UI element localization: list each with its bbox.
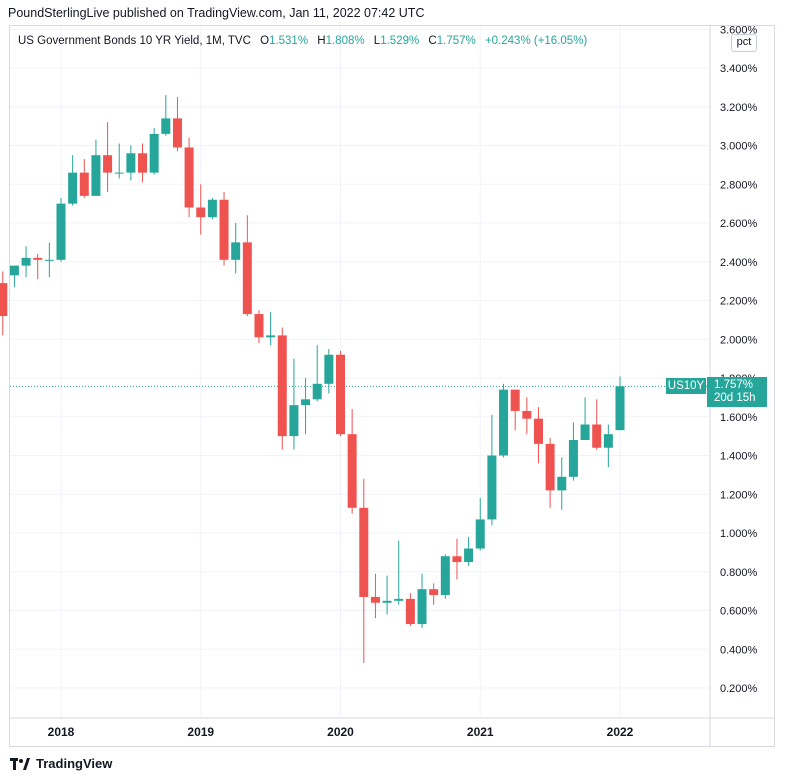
candle-body[interactable]: [545, 443, 555, 491]
candle-body[interactable]: [196, 207, 206, 218]
candle-body[interactable]: [21, 257, 31, 266]
candle-body[interactable]: [580, 424, 590, 441]
candle-body[interactable]: [79, 172, 89, 196]
candle-body[interactable]: [324, 354, 334, 384]
candle-body[interactable]: [44, 259, 54, 261]
legend-high-value: 1.808%: [325, 35, 365, 47]
y-tick-label: 0.800%: [720, 567, 758, 579]
candle-body[interactable]: [126, 153, 136, 173]
publish-line: PoundSterlingLive published on TradingVi…: [8, 6, 425, 20]
candle-body[interactable]: [114, 172, 124, 174]
last-price-value: 1.757%: [714, 379, 754, 391]
y-tick-label: 3.400%: [720, 63, 758, 75]
legend-change: +0.243% (+16.05%): [484, 35, 588, 47]
x-tick-label: 2022: [607, 725, 634, 739]
candle-body[interactable]: [359, 507, 369, 597]
y-tick-label: 1.000%: [720, 528, 758, 540]
candle-body[interactable]: [429, 589, 439, 595]
candle-body[interactable]: [417, 589, 427, 625]
y-tick-label: 1.200%: [720, 489, 758, 501]
candle-body[interactable]: [347, 434, 357, 508]
tradingview-footer[interactable]: TradingView: [10, 756, 112, 771]
candle-body[interactable]: [68, 172, 78, 204]
y-tick-label: 0.200%: [720, 683, 758, 695]
candle-body[interactable]: [149, 133, 159, 173]
candle-body[interactable]: [475, 519, 485, 549]
x-tick-label: 2018: [48, 725, 75, 739]
candle-body[interactable]: [0, 283, 8, 316]
candle-body[interactable]: [184, 147, 194, 208]
candle-body[interactable]: [510, 389, 520, 411]
candle-body[interactable]: [452, 556, 462, 563]
candle-body[interactable]: [370, 596, 380, 603]
candle-body[interactable]: [266, 335, 276, 338]
candle-body[interactable]: [56, 203, 66, 260]
y-tick-label: 0.400%: [720, 644, 758, 656]
candle-body[interactable]: [592, 424, 602, 448]
candle-body[interactable]: [533, 418, 543, 444]
candle-body[interactable]: [161, 118, 171, 134]
candle-body[interactable]: [557, 476, 567, 491]
chart-legend: US Government Bonds 10 YR Yield, 1M, TVC…: [18, 35, 587, 47]
x-tick-label: 2019: [187, 725, 214, 739]
x-tick-label: 2020: [327, 725, 354, 739]
legend-close-value: 1.757%: [436, 35, 476, 47]
y-tick-label: 2.000%: [720, 334, 758, 346]
y-tick-label: 1.400%: [720, 451, 758, 463]
symbol-tag: US10Y: [666, 378, 706, 394]
y-tick-label: 2.800%: [720, 179, 758, 191]
candle-body[interactable]: [615, 386, 625, 431]
legend-low-value: 1.529%: [380, 35, 420, 47]
candle-body[interactable]: [33, 257, 43, 260]
legend-open-value: 1.531%: [269, 35, 309, 47]
candle-body[interactable]: [499, 389, 509, 456]
candle-body[interactable]: [336, 354, 345, 435]
candle-body[interactable]: [301, 399, 311, 406]
legend-close-label: C: [428, 35, 437, 47]
candle-body[interactable]: [568, 440, 578, 477]
candle-body[interactable]: [254, 314, 264, 338]
y-tick-label: 2.600%: [720, 218, 758, 230]
tradingview-logo-icon: [10, 757, 30, 770]
axis-unit-badge[interactable]: pct: [731, 34, 757, 52]
y-tick-label: 3.600%: [720, 24, 758, 36]
chart-frame: [9, 25, 775, 747]
bar-countdown: 20d 15h: [714, 392, 756, 404]
last-price-tag: 1.757% 20d 15h: [707, 377, 767, 407]
candle-body[interactable]: [382, 600, 392, 603]
candle-body[interactable]: [522, 410, 532, 419]
candle-body[interactable]: [207, 199, 217, 218]
candle-body[interactable]: [103, 155, 113, 173]
x-tick-label: 2021: [467, 725, 494, 739]
candle-body[interactable]: [9, 265, 19, 276]
candle-body[interactable]: [242, 242, 252, 315]
y-tick-label: 1.600%: [720, 412, 758, 424]
legend-high-label: H: [317, 35, 326, 47]
candle-body[interactable]: [277, 335, 287, 437]
candle-body[interactable]: [312, 383, 322, 400]
candle-body[interactable]: [603, 434, 613, 448]
legend-open-label: O: [260, 35, 270, 47]
tradingview-wordmark: TradingView: [36, 756, 113, 771]
legend-low-label: L: [373, 35, 381, 47]
candle-body[interactable]: [231, 242, 241, 260]
candle-body[interactable]: [289, 405, 299, 437]
y-tick-label: 3.000%: [720, 141, 758, 153]
y-tick-label: 2.400%: [720, 257, 758, 269]
candle-body[interactable]: [172, 118, 182, 148]
y-tick-label: 2.200%: [720, 296, 758, 308]
candle-body[interactable]: [405, 598, 415, 625]
candle-body[interactable]: [464, 548, 474, 563]
candle-body[interactable]: [138, 153, 148, 173]
y-tick-label: 0.600%: [720, 606, 758, 618]
y-tick-label: 3.200%: [720, 102, 758, 114]
candle-body[interactable]: [487, 455, 497, 520]
candle-body[interactable]: [440, 556, 450, 595]
legend-title: US Government Bonds 10 YR Yield, 1M, TVC: [18, 35, 251, 47]
candle-body[interactable]: [394, 598, 404, 601]
candle-body[interactable]: [219, 199, 229, 260]
candle-body[interactable]: [91, 155, 101, 196]
